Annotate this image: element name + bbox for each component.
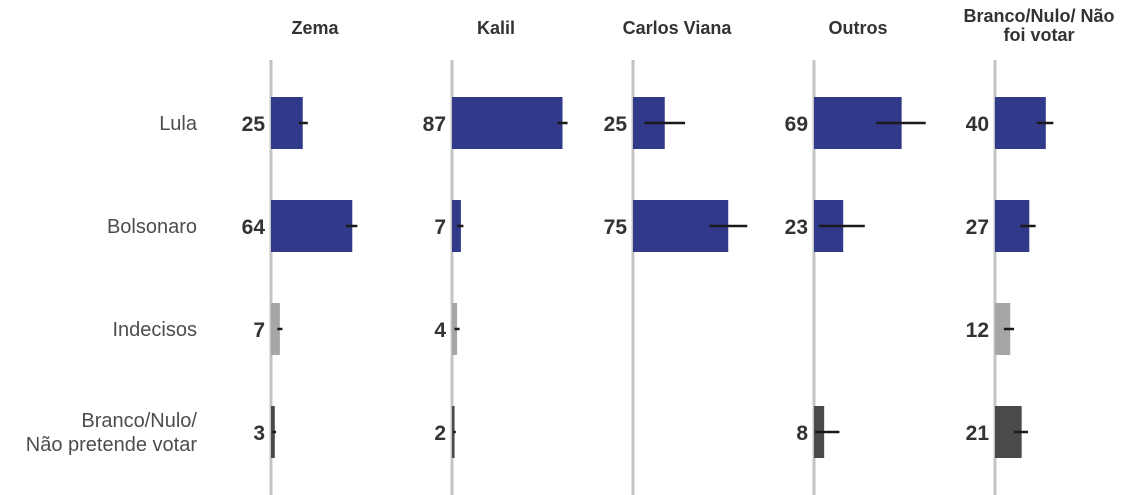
value-label: 69 <box>785 113 808 136</box>
value-label: 2 <box>434 422 446 445</box>
bar <box>452 200 461 252</box>
facet-header: Kalil <box>477 18 515 38</box>
category-label-line: Branco/Nulo/ <box>81 410 197 432</box>
value-label: 21 <box>966 422 990 445</box>
value-label: 4 <box>434 319 446 342</box>
value-label: 7 <box>434 216 446 239</box>
value-label: 7 <box>253 319 265 342</box>
facet-header: Carlos Viana <box>623 18 733 38</box>
bar <box>452 303 458 355</box>
bar <box>271 97 303 149</box>
category-label-line: Não pretende votar <box>26 434 198 456</box>
value-label: 25 <box>604 113 628 136</box>
value-label: 12 <box>966 319 989 342</box>
value-label: 25 <box>242 113 266 136</box>
facet-header: Outros <box>828 18 887 38</box>
value-label: 3 <box>253 422 265 445</box>
value-label: 64 <box>242 216 266 239</box>
bar <box>995 303 1011 355</box>
bar <box>452 97 563 149</box>
category-label: Indecisos <box>113 319 198 341</box>
value-label: 8 <box>796 422 808 445</box>
facet-header: Zema <box>291 18 339 38</box>
category-label: Bolsonaro <box>107 216 197 238</box>
value-label: 40 <box>966 113 989 136</box>
facet-header-line: foi votar <box>1003 25 1074 45</box>
value-label: 87 <box>423 113 446 136</box>
value-label: 23 <box>785 216 808 239</box>
facet-header-line: Branco/Nulo/ Não <box>963 6 1114 26</box>
bar <box>271 200 353 252</box>
category-label: Lula <box>159 113 198 135</box>
value-label: 75 <box>604 216 628 239</box>
value-label: 27 <box>966 216 989 239</box>
bar <box>271 303 280 355</box>
